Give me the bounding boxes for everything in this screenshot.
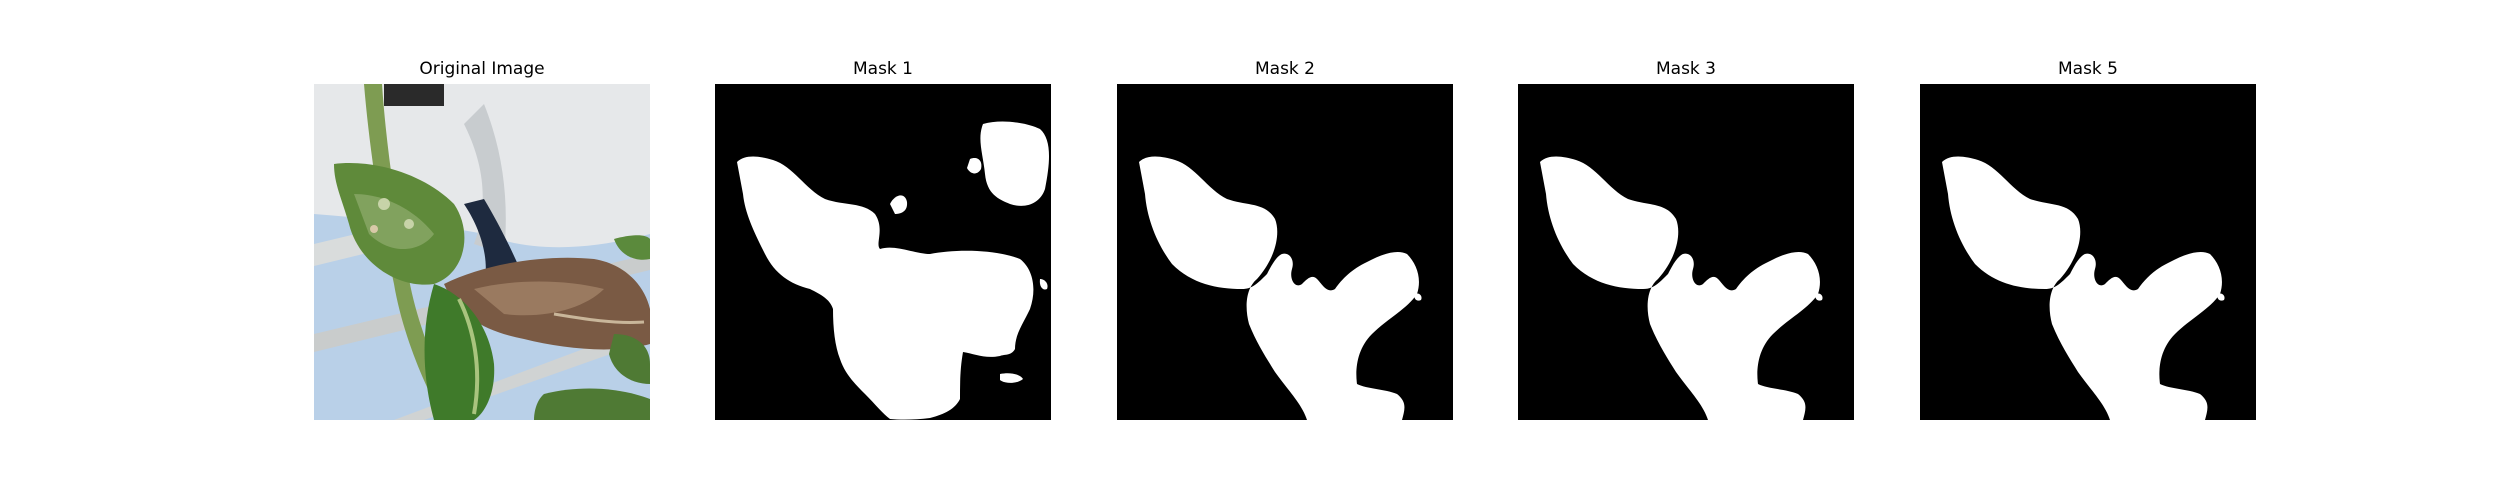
original-image (314, 84, 650, 420)
panel-title: Mask 2 (1254, 59, 1315, 79)
panel-title: Mask 1 (852, 59, 913, 79)
panel-title: Mask 3 (1655, 59, 1716, 79)
panel-title: Mask 5 (2057, 59, 2118, 79)
panel-title: Original Image (419, 59, 545, 79)
mask-3-image (1518, 84, 1854, 420)
mask-2-image (1117, 84, 1453, 420)
mask-1-image (715, 84, 1051, 420)
mask-5-image (1920, 84, 2256, 420)
